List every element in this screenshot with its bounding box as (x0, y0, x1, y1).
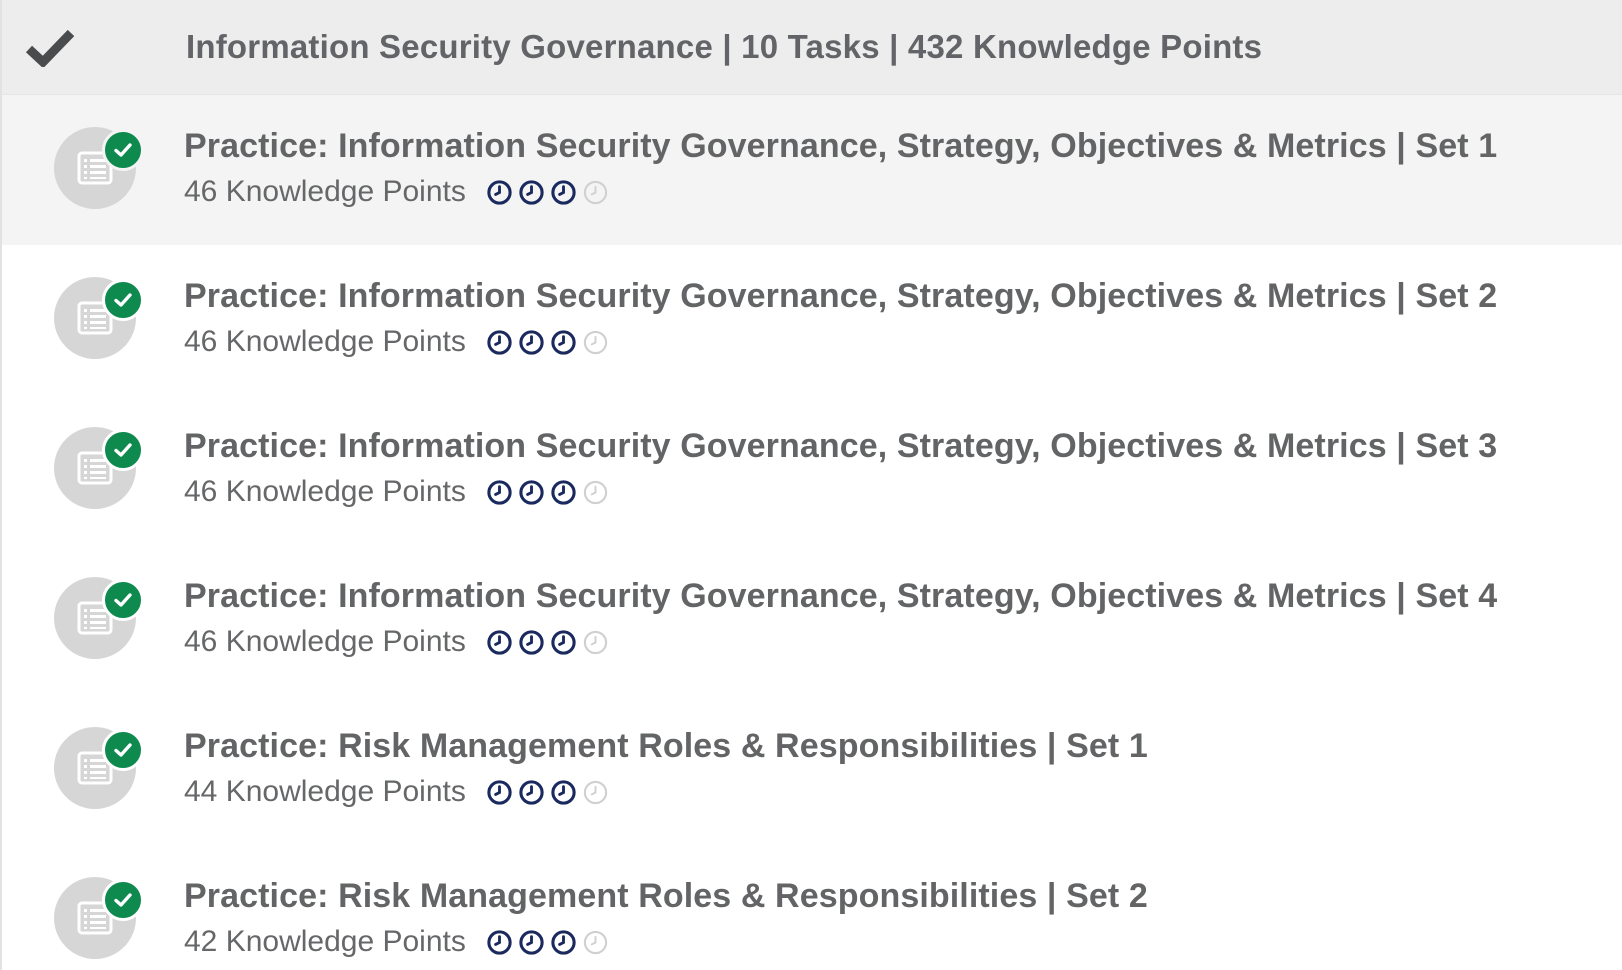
clock-filled-icon (486, 629, 513, 656)
clock-filled-icon (486, 779, 513, 806)
completed-check-icon (102, 729, 144, 771)
clock-filled-icon (518, 629, 545, 656)
task-item[interactable]: Practice: Information Security Governanc… (2, 545, 1622, 695)
task-meta: 46 Knowledge Points (184, 175, 609, 209)
difficulty-clocks (486, 629, 609, 656)
clock-filled-icon (550, 929, 577, 956)
task-item[interactable]: Practice: Information Security Governanc… (2, 95, 1622, 245)
task-meta: 44 Knowledge Points (184, 775, 609, 809)
section-header[interactable]: Information Security Governance | 10 Tas… (2, 0, 1622, 95)
knowledge-points: 46 Knowledge Points (184, 325, 466, 358)
clock-filled-icon (518, 779, 545, 806)
checkmark-icon (2, 27, 178, 67)
completed-check-icon (102, 579, 144, 621)
difficulty-clocks (486, 329, 609, 356)
task-list: Practice: Information Security Governanc… (2, 95, 1622, 970)
document-list-icon (77, 901, 113, 935)
section-title: Information Security Governance | 10 Tas… (186, 28, 1263, 65)
clock-filled-icon (550, 779, 577, 806)
clock-filled-icon (550, 179, 577, 206)
knowledge-points: 46 Knowledge Points (184, 175, 466, 208)
clock-filled-icon (518, 929, 545, 956)
task-item[interactable]: Practice: Information Security Governanc… (2, 395, 1622, 545)
difficulty-clocks (486, 929, 609, 956)
clock-filled-icon (486, 479, 513, 506)
clock-empty-icon (582, 479, 609, 506)
clock-filled-icon (550, 329, 577, 356)
clock-empty-icon (582, 779, 609, 806)
clock-filled-icon (518, 329, 545, 356)
clock-filled-icon (518, 479, 545, 506)
knowledge-points: 42 Knowledge Points (184, 925, 466, 958)
difficulty-clocks (486, 779, 609, 806)
task-title: Practice: Information Security Governanc… (184, 127, 1498, 165)
clock-empty-icon (582, 629, 609, 656)
knowledge-points: 44 Knowledge Points (184, 775, 466, 808)
clock-empty-icon (582, 179, 609, 206)
clock-filled-icon (550, 629, 577, 656)
task-title: Practice: Risk Management Roles & Respon… (184, 727, 1148, 765)
task-meta: 46 Knowledge Points (184, 625, 609, 659)
task-meta: 46 Knowledge Points (184, 325, 609, 359)
clock-filled-icon (486, 929, 513, 956)
task-item[interactable]: Practice: Risk Management Roles & Respon… (2, 695, 1622, 845)
difficulty-clocks (486, 179, 609, 206)
task-title: Practice: Information Security Governanc… (184, 427, 1498, 465)
task-item[interactable]: Practice: Risk Management Roles & Respon… (2, 845, 1622, 970)
task-title: Practice: Risk Management Roles & Respon… (184, 877, 1148, 915)
task-title: Practice: Information Security Governanc… (184, 577, 1498, 615)
knowledge-points: 46 Knowledge Points (184, 625, 466, 658)
document-list-icon (77, 751, 113, 785)
completed-check-icon (102, 279, 144, 321)
completed-check-icon (102, 129, 144, 171)
document-list-icon (77, 451, 113, 485)
task-title: Practice: Information Security Governanc… (184, 277, 1498, 315)
clock-filled-icon (486, 329, 513, 356)
clock-filled-icon (518, 179, 545, 206)
task-meta: 46 Knowledge Points (184, 475, 609, 509)
task-item[interactable]: Practice: Information Security Governanc… (2, 245, 1622, 395)
difficulty-clocks (486, 479, 609, 506)
completed-check-icon (102, 879, 144, 921)
completed-check-icon (102, 429, 144, 471)
document-list-icon (77, 601, 113, 635)
document-list-icon (77, 301, 113, 335)
clock-filled-icon (486, 179, 513, 206)
clock-filled-icon (550, 479, 577, 506)
task-meta: 42 Knowledge Points (184, 925, 609, 959)
clock-empty-icon (582, 329, 609, 356)
document-list-icon (77, 151, 113, 185)
clock-empty-icon (582, 929, 609, 956)
knowledge-points: 46 Knowledge Points (184, 475, 466, 508)
